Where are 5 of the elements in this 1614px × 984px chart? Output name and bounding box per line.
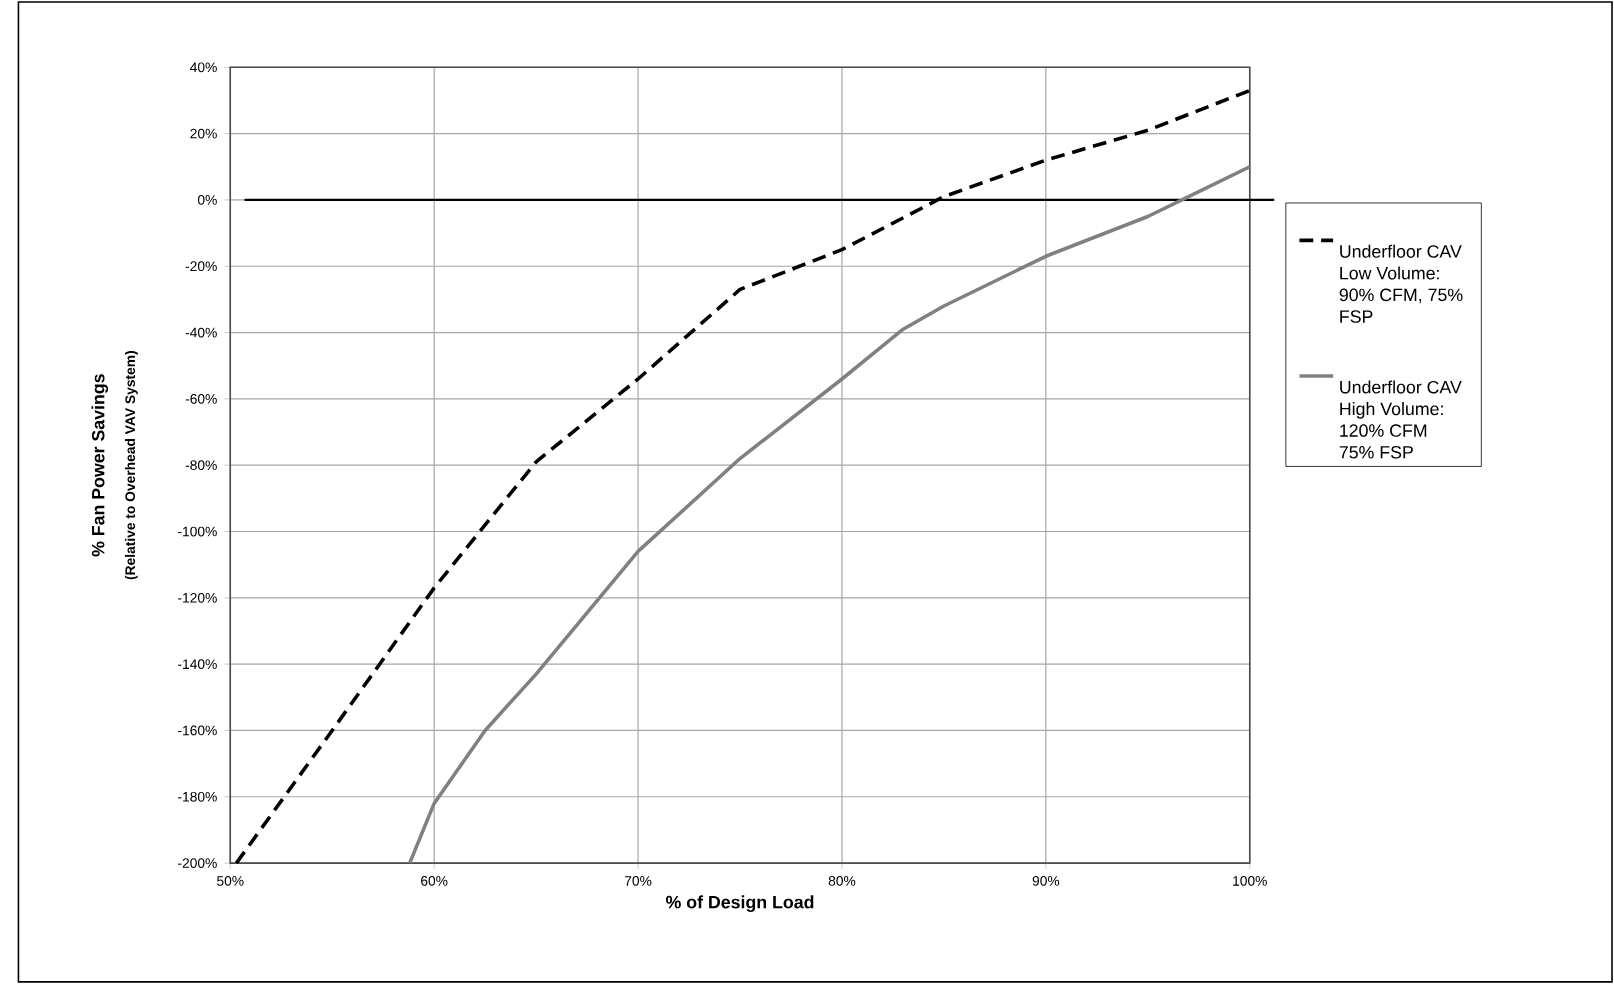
text: Underfloor CAV Low Volume: 90% CFM, 75% FSP (1339, 244, 1463, 323)
text: Underfloor CAV High Volume: 120% CFM 75% FSP (1339, 380, 1462, 459)
line-series (407, 165, 1252, 865)
x-axis-title: % of Design Load (665, 895, 814, 913)
y-axis-title: % Fan Power Savings (91, 374, 109, 557)
